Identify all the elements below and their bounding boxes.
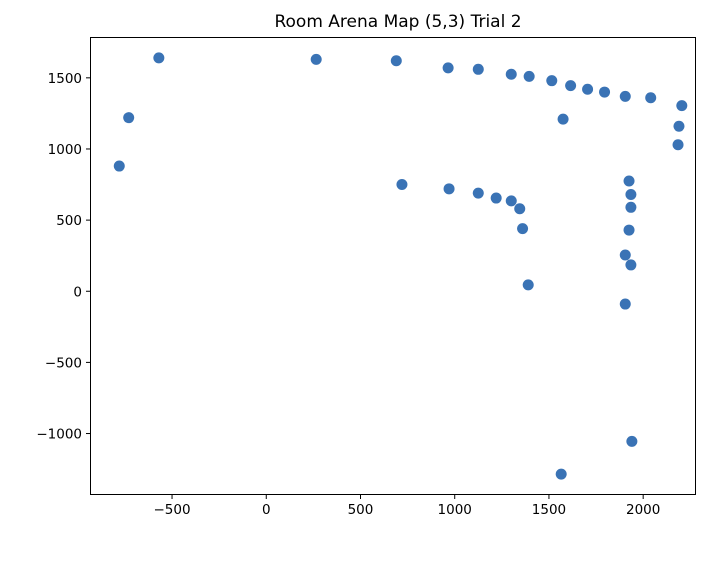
- data-point: [113, 160, 125, 172]
- x-tick-label: 2000: [626, 502, 660, 518]
- data-point: [505, 195, 517, 207]
- data-point: [517, 223, 529, 235]
- y-tick-label: 500: [56, 213, 82, 229]
- data-point: [626, 435, 638, 447]
- data-point: [555, 468, 567, 480]
- y-tick-label: 0: [73, 284, 82, 300]
- data-point: [582, 83, 594, 95]
- x-tick-label: 0: [262, 502, 271, 518]
- data-point: [443, 183, 455, 195]
- data-point: [599, 86, 611, 98]
- data-point: [625, 189, 637, 201]
- y-tick-label: 1000: [48, 142, 82, 158]
- data-point: [390, 55, 402, 67]
- data-point: [557, 113, 569, 125]
- data-point: [645, 92, 657, 104]
- chart-title: Room Arena Map (5,3) Trial 2: [274, 12, 521, 32]
- data-point: [619, 90, 631, 102]
- y-tick-label: −500: [45, 355, 82, 371]
- data-point: [625, 259, 637, 271]
- x-tick-label: −500: [153, 502, 190, 518]
- data-point: [623, 224, 635, 236]
- x-tick-label: 1000: [438, 502, 472, 518]
- data-point: [310, 53, 322, 65]
- data-point: [672, 139, 684, 151]
- data-point: [472, 63, 484, 75]
- data-point: [619, 249, 631, 261]
- data-point: [565, 80, 577, 92]
- data-point: [490, 192, 502, 204]
- x-tick-label: 1500: [532, 502, 566, 518]
- data-point: [396, 179, 408, 191]
- data-point: [153, 52, 165, 64]
- y-axis: 1500 1000 500 0 −500 −1000: [36, 71, 91, 443]
- data-point: [523, 70, 535, 82]
- plot-frame: [90, 37, 696, 495]
- x-axis: −500 0 500 1000 1500 2000: [153, 494, 660, 518]
- data-point: [623, 175, 635, 187]
- data-point: [625, 201, 637, 213]
- data-point: [123, 112, 135, 124]
- data-point: [673, 120, 685, 132]
- data-point: [546, 75, 558, 87]
- data-points: [113, 52, 688, 480]
- x-tick-label: 500: [348, 502, 374, 518]
- data-point: [676, 100, 688, 112]
- data-point: [442, 62, 454, 74]
- data-point: [522, 279, 534, 291]
- data-point: [619, 298, 631, 310]
- data-point: [505, 68, 517, 80]
- y-tick-label: 1500: [48, 71, 82, 87]
- data-point: [514, 203, 526, 215]
- data-point: [472, 187, 484, 199]
- y-tick-label: −1000: [36, 427, 82, 443]
